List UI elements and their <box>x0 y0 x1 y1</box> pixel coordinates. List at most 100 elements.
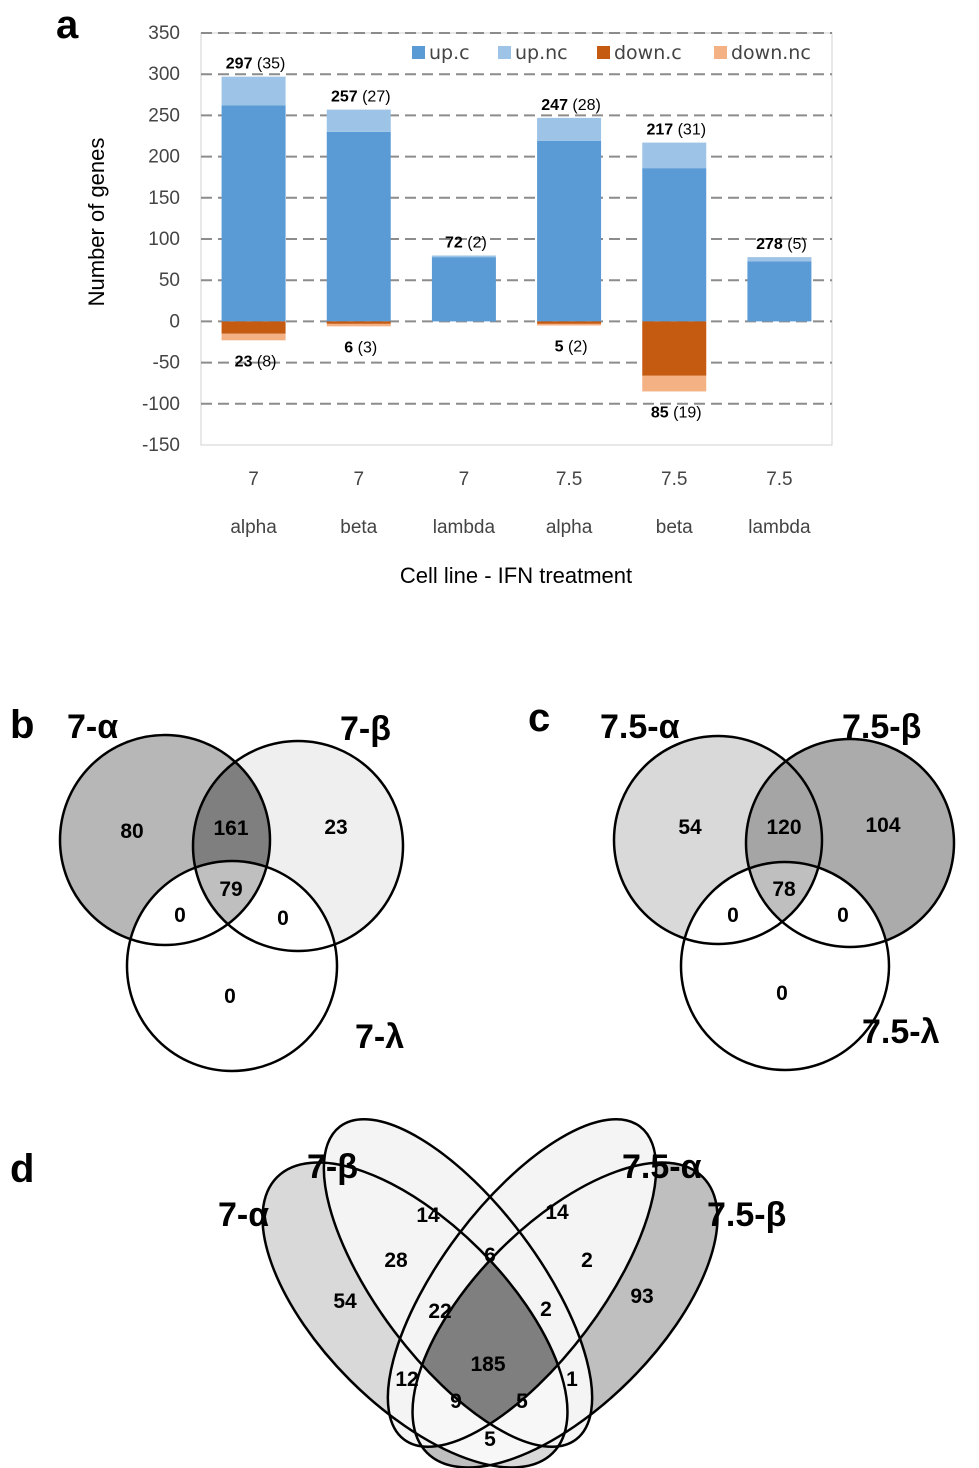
venn-c-title-b: 7.5-β <box>842 708 921 746</box>
bar-segment <box>326 131 391 322</box>
y-tick-label: 200 <box>148 147 180 168</box>
venn-d-count-b: 14 <box>416 1204 440 1227</box>
data-label-nc: (31) <box>673 122 706 139</box>
venn-d-count-ac: 12 <box>395 1368 418 1391</box>
grid-lines <box>201 32 832 446</box>
legend-label: up.nc <box>515 42 568 64</box>
venn-b-count-bc: 0 <box>277 907 289 930</box>
data-label-nc: (2) <box>463 234 487 251</box>
x-axis-title: Cell line - IFN treatment <box>400 563 632 588</box>
venn-c: 7.5-α 7.5-β 7.5-λ 54 120 104 78 0 0 0 <box>600 708 956 1072</box>
data-label: 85 (19) <box>651 404 702 421</box>
data-label: 6 (3) <box>344 339 377 356</box>
venn-d-count-bc: 6 <box>484 1244 496 1267</box>
data-label-nc: (27) <box>358 89 391 106</box>
y-tick-label: 250 <box>148 105 180 126</box>
venn-b-title-c: 7-λ <box>355 1018 404 1056</box>
venn-c-count-c: 0 <box>776 982 788 1005</box>
data-label-total: 23 <box>235 353 253 370</box>
data-label-nc: (3) <box>353 339 377 356</box>
legend-label: up.c <box>429 42 470 64</box>
venn-b: 7-α 7-β 7-λ 80 161 23 79 0 0 0 <box>58 708 405 1073</box>
y-tick-label: -150 <box>142 435 180 456</box>
venn-d-outline-b <box>322 1117 594 1449</box>
bar-segment <box>642 375 707 392</box>
venn-c-count-a: 54 <box>678 816 702 839</box>
x-tick-line: 7.5 <box>556 469 582 490</box>
venn-c-set-c <box>681 862 889 1070</box>
bar-segment <box>221 105 286 322</box>
y-tick-label: 100 <box>148 229 180 250</box>
panel-d-label: d <box>10 1147 34 1191</box>
data-label-nc: (35) <box>252 56 285 73</box>
panel-a-label: a <box>56 3 79 47</box>
data-label-nc: (8) <box>252 353 276 370</box>
x-tick-line: 7 <box>353 469 364 490</box>
y-tick-label: 350 <box>148 23 180 44</box>
legend-label: down.nc <box>731 42 811 64</box>
bars <box>221 76 812 392</box>
panel-b-label: b <box>10 703 34 747</box>
data-label-total: 247 <box>541 97 568 114</box>
bar-segment <box>431 257 496 322</box>
x-tick-treatment: alpha <box>546 517 593 538</box>
venn-c-count-ac: 0 <box>727 904 739 927</box>
venn-b-outline-c <box>125 859 339 1073</box>
venn-b-count-ac: 0 <box>174 904 186 927</box>
venn-b-set-c <box>127 861 337 1071</box>
legend-label: down.c <box>614 42 682 64</box>
data-label: 278 (5) <box>756 236 807 253</box>
bar-segment <box>221 333 286 341</box>
data-label-total: 297 <box>226 56 253 73</box>
y-tick-label: -50 <box>153 353 180 374</box>
data-label: 297 (35) <box>226 56 286 73</box>
panel-c-label: c <box>528 696 550 740</box>
x-tick-treatment: beta <box>340 517 377 538</box>
venn-d-count-bd: 1 <box>566 1368 578 1391</box>
venn-b-count-ab: 161 <box>213 817 248 840</box>
venn-c-title-a: 7.5-α <box>600 708 680 746</box>
data-label: 257 (27) <box>331 89 391 106</box>
bar-chart: -150 -100 -50 0 50 100 150 200 250 300 350 297 (35… <box>84 23 833 588</box>
x-tick-treatment: lambda <box>433 517 496 538</box>
x-tick-line: 7 <box>248 469 259 490</box>
x-tick-treatment: alpha <box>230 517 277 538</box>
data-label-total: 85 <box>651 404 669 421</box>
x-tick-treatment: beta <box>656 517 693 538</box>
venn-b-outline-a <box>58 733 272 947</box>
data-label-total: 72 <box>445 234 463 251</box>
x-tick-line: 7.5 <box>661 469 687 490</box>
legend-swatch <box>714 46 727 59</box>
venn-c-count-abc: 78 <box>772 878 796 901</box>
venn-b-count-c: 0 <box>224 985 236 1008</box>
bar-segment <box>221 321 286 334</box>
venn-b-title-b: 7-β <box>340 710 391 748</box>
venn-c-count-ab: 120 <box>766 816 801 839</box>
data-label: 247 (28) <box>541 97 601 114</box>
data-label-total: 278 <box>756 236 783 253</box>
bar-segment <box>326 321 391 324</box>
venn-b-outline-b <box>191 739 405 953</box>
venn-d-count-cd: 2 <box>581 1249 593 1272</box>
legend-swatch <box>412 46 425 59</box>
data-label-nc: (2) <box>564 339 588 356</box>
venn-d-count-abcd: 185 <box>470 1353 505 1376</box>
venn-b-count-abc: 79 <box>219 878 242 901</box>
bar-segment <box>537 117 602 141</box>
venn-d-outline-a <box>261 1161 569 1468</box>
venn-c-title-c: 7.5-λ <box>862 1013 940 1051</box>
venn-d-outline-d <box>411 1161 719 1468</box>
bar-segment <box>326 323 391 327</box>
y-tick-label: 50 <box>159 270 180 291</box>
bar-segment <box>747 257 812 262</box>
bar-segment <box>537 321 602 324</box>
legend-swatch <box>498 46 511 59</box>
bar-segment <box>221 76 286 106</box>
data-label-total: 6 <box>344 339 353 356</box>
y-tick-labels: -150 -100 -50 0 50 100 150 200 250 300 350 <box>142 23 180 456</box>
y-tick-label: 150 <box>148 188 180 209</box>
bar-segment <box>326 109 391 132</box>
venn-d-title-a: 7-α <box>218 1196 269 1234</box>
venn-d-count-bcd: 2 <box>540 1298 552 1321</box>
